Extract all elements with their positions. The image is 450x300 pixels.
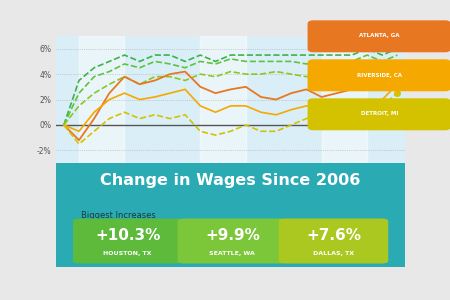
Bar bbox=[322, 36, 367, 163]
Text: +10.3%: +10.3% bbox=[95, 228, 161, 243]
Text: 2011: 2011 bbox=[332, 177, 357, 186]
Text: Change in Wages Since 2006: Change in Wages Since 2006 bbox=[100, 173, 361, 188]
FancyBboxPatch shape bbox=[279, 219, 387, 263]
Text: 2007: 2007 bbox=[89, 177, 114, 186]
Text: HOUSTON, TX: HOUSTON, TX bbox=[104, 251, 152, 256]
Text: DETROIT, MI: DETROIT, MI bbox=[360, 112, 398, 116]
Text: +7.6%: +7.6% bbox=[306, 228, 361, 243]
FancyBboxPatch shape bbox=[74, 219, 182, 263]
Text: ATLANTA, GA: ATLANTA, GA bbox=[359, 34, 400, 38]
Text: 2008: 2008 bbox=[150, 177, 175, 186]
Bar bbox=[79, 36, 125, 163]
Text: Biggest Increases: Biggest Increases bbox=[81, 211, 155, 220]
Text: RIVERSIDE, CA: RIVERSIDE, CA bbox=[357, 73, 402, 77]
Text: SEATTLE, WA: SEATTLE, WA bbox=[209, 251, 255, 256]
Text: 2009: 2009 bbox=[211, 177, 235, 186]
FancyBboxPatch shape bbox=[178, 219, 286, 263]
Text: 2012: 2012 bbox=[378, 177, 402, 186]
Text: 2010: 2010 bbox=[271, 177, 296, 186]
Bar bbox=[200, 36, 246, 163]
Text: DALLAS, TX: DALLAS, TX bbox=[313, 251, 354, 256]
Text: +9.9%: +9.9% bbox=[205, 228, 260, 243]
